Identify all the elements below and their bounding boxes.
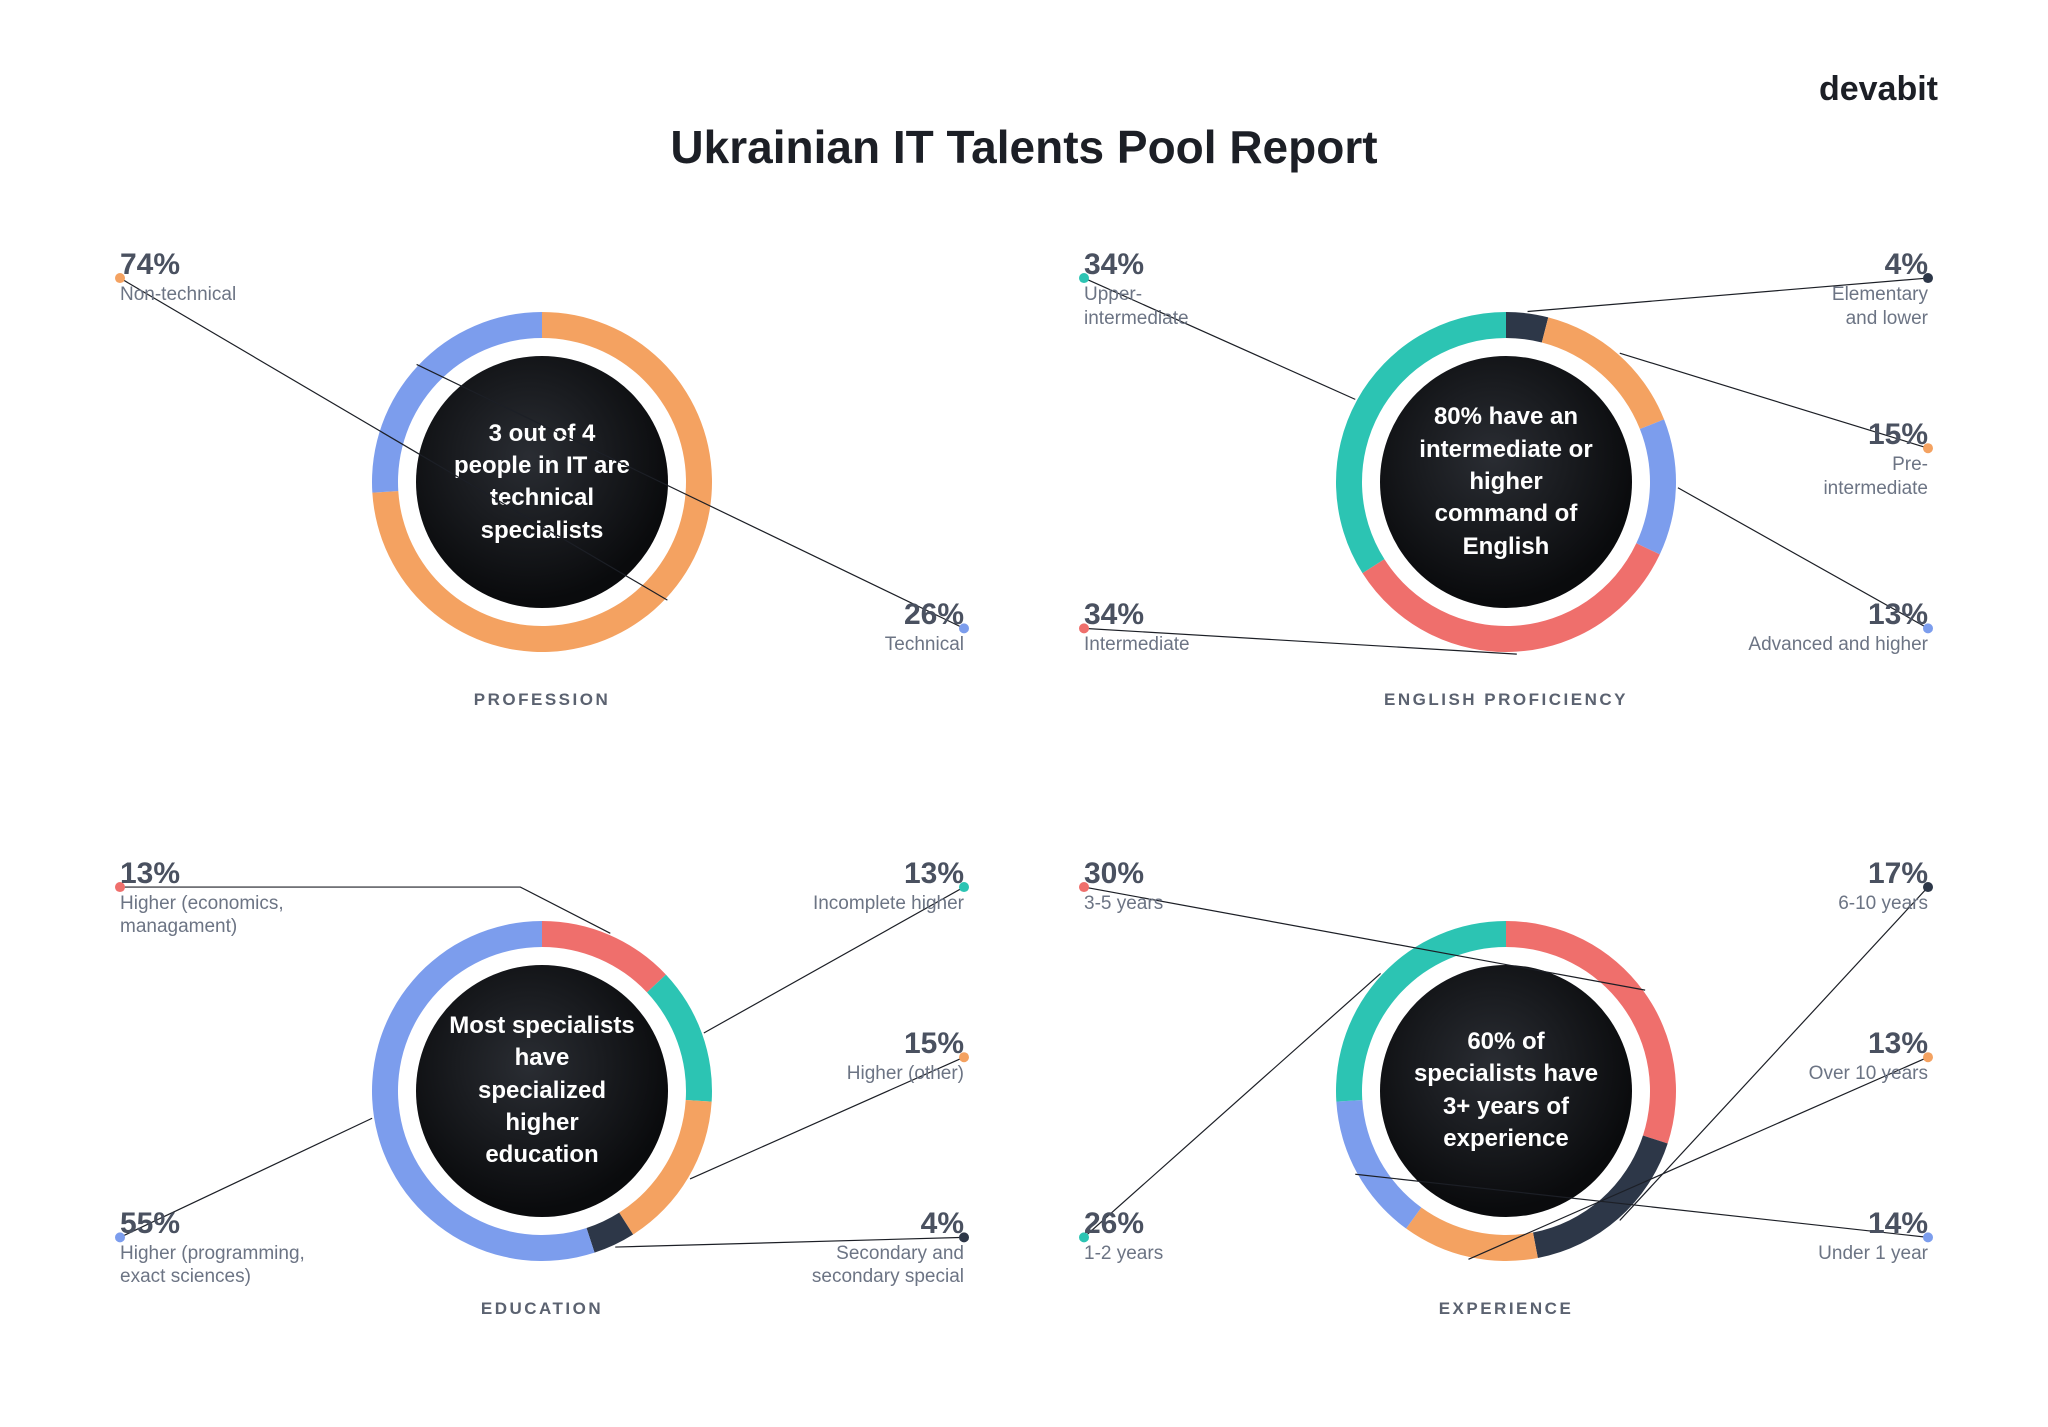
page-title: Ukrainian IT Talents Pool Report [0,120,2048,174]
callout-label: Elementaryand lower [1832,283,1928,331]
callout: 15%Pre-intermediate [1823,418,1928,501]
callout-pct: 14% [1818,1207,1928,1240]
chart-education: Most specialists have specialized higher… [100,839,984,1388]
center-text: Most specialists have specialized higher… [448,1010,636,1172]
callout-label: Under 1 year [1818,1242,1928,1266]
callout-pct: 34% [1084,598,1190,631]
callout: 26%1-2 years [1084,1207,1163,1266]
callout: 13%Incomplete higher [813,857,964,916]
education-center: Most specialists have specialized higher… [416,965,668,1217]
experience-label: EXPERIENCE [1439,1299,1574,1319]
callout-label: Higher (economics,managament) [120,892,284,940]
callout-label: Pre-intermediate [1823,453,1928,501]
english-center: 80% have an intermediate or higher comma… [1380,356,1632,608]
callout-pct: 17% [1838,857,1928,890]
callout-pct: 74% [120,248,236,281]
callout: 4%Secondary andsecondary special [812,1207,964,1290]
center-text: 80% have an intermediate or higher comma… [1412,401,1600,563]
callout-pct: 26% [885,598,964,631]
callout-pct: 4% [1832,248,1928,281]
callout-label: Higher (programming,exact sciences) [120,1242,305,1290]
profession-label: PROFESSION [474,690,610,710]
profession-center: 3 out of 4 people in IT are technical sp… [416,356,668,608]
callout: 13%Higher (economics,managament) [120,857,284,940]
callout-label: Incomplete higher [813,892,964,916]
callout-label: 3-5 years [1084,892,1163,916]
donut-segment [1506,312,1548,343]
callout: 13%Advanced and higher [1748,598,1928,657]
callout-label: 1-2 years [1084,1242,1163,1266]
callout: 14%Under 1 year [1818,1207,1928,1266]
callout: 4%Elementaryand lower [1832,248,1928,331]
center-text: 60% of specialists have 3+ years of expe… [1412,1026,1600,1156]
callout-pct: 13% [813,857,964,890]
experience-center: 60% of specialists have 3+ years of expe… [1380,965,1632,1217]
callout-label: Non-technical [120,283,236,307]
callout-label: Higher (other) [847,1062,964,1086]
callout-label: Secondary andsecondary special [812,1242,964,1290]
callout-pct: 34% [1084,248,1189,281]
chart-english: 80% have an intermediate or higher comma… [1064,230,1948,779]
callout: 34%Upper-intermediate [1084,248,1189,331]
callout: 17%6-10 years [1838,857,1928,916]
callout-label: Upper-intermediate [1084,283,1189,331]
charts-grid: 3 out of 4 people in IT are technical sp… [100,230,1948,1387]
callout-pct: 26% [1084,1207,1163,1240]
callout-pct: 15% [847,1027,964,1060]
callout: 15%Higher (other) [847,1027,964,1086]
callout-pct: 4% [812,1207,964,1240]
chart-experience: 60% of specialists have 3+ years of expe… [1064,839,1948,1388]
callout: 30%3-5 years [1084,857,1163,916]
callout-label: Intermediate [1084,633,1190,657]
callout: 74%Non-technical [120,248,236,307]
callout-pct: 13% [1748,598,1928,631]
callout-pct: 55% [120,1207,305,1240]
callout-label: 6-10 years [1838,892,1928,916]
callout: 26%Technical [885,598,964,657]
callout-pct: 13% [1809,1027,1928,1060]
callout-pct: 13% [120,857,284,890]
education-label: EDUCATION [481,1299,603,1319]
callout-label: Over 10 years [1809,1062,1928,1086]
donut-segment [1636,420,1676,555]
callout: 55%Higher (programming,exact sciences) [120,1207,305,1290]
callout-label: Technical [885,633,964,657]
brand-logo: devabit [1819,70,1938,109]
chart-profession: 3 out of 4 people in IT are technical sp… [100,230,984,779]
callout-label: Advanced and higher [1748,633,1928,657]
callout-pct: 15% [1823,418,1928,451]
english-label: ENGLISH PROFICIENCY [1384,690,1628,710]
callout: 13%Over 10 years [1809,1027,1928,1086]
callout: 34%Intermediate [1084,598,1190,657]
center-text: 3 out of 4 people in IT are technical sp… [448,418,636,548]
callout-pct: 30% [1084,857,1163,890]
